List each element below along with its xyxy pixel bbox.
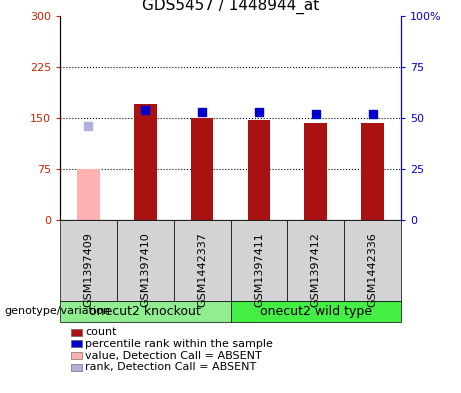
Text: percentile rank within the sample: percentile rank within the sample [85,339,273,349]
Text: GSM1442336: GSM1442336 [367,232,378,307]
Text: rank, Detection Call = ABSENT: rank, Detection Call = ABSENT [85,362,256,373]
Text: GSM1397409: GSM1397409 [83,232,94,307]
Text: GSM1397410: GSM1397410 [140,232,150,307]
Text: onecut2 wild type: onecut2 wild type [260,305,372,318]
Text: GSM1397411: GSM1397411 [254,232,264,307]
Text: GSM1442337: GSM1442337 [197,232,207,307]
Bar [191,118,213,220]
Bar [77,169,100,220]
Title: GDS5457 / 1448944_at: GDS5457 / 1448944_at [142,0,319,15]
Text: count: count [85,327,117,337]
Bar [248,120,270,220]
Bar [304,123,327,220]
Text: onecut2 knockout: onecut2 knockout [89,305,201,318]
Bar [134,104,157,220]
Bar [361,123,384,220]
Text: value, Detection Call = ABSENT: value, Detection Call = ABSENT [85,351,262,361]
Text: GSM1397412: GSM1397412 [311,232,321,307]
Text: genotype/variation: genotype/variation [5,307,111,316]
